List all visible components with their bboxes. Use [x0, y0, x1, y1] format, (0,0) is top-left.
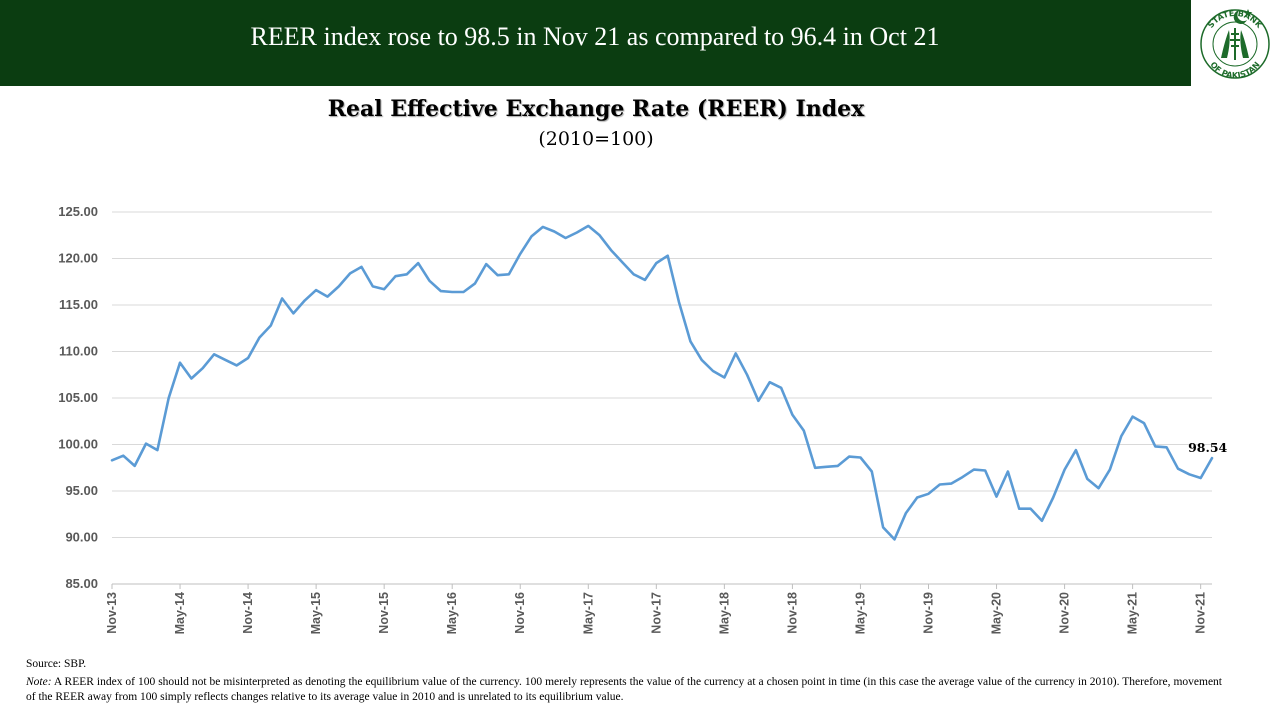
- y-tick-label: 85.00: [65, 576, 98, 591]
- x-tick-label: Nov-16: [513, 592, 527, 634]
- y-tick-label: 105.00: [58, 390, 98, 405]
- svg-text:OF PAKISTAN: OF PAKISTAN: [1208, 60, 1261, 80]
- note-text: A REER index of 100 should not be misint…: [26, 676, 1222, 703]
- x-tick-label: May-19: [853, 592, 867, 634]
- y-tick-labels: 85.00 90.00 95.00 100.00 105.00 110.00 115.00 1…: [58, 204, 98, 591]
- sbp-logo: STATE BANK OF PAKISTAN: [1191, 0, 1280, 86]
- x-tick-label: Nov-13: [105, 592, 119, 634]
- axes: [111, 583, 1212, 589]
- x-tick-label: Nov-20: [1058, 592, 1072, 634]
- x-tick-label: May-16: [445, 592, 459, 634]
- x-tick-label: Nov-21: [1194, 592, 1208, 634]
- x-tick-labels: Nov-13 May-14 Nov-14 May-15 Nov-15 May-16 Nov-…: [105, 592, 1208, 634]
- chart-subtitle: (2010=100): [538, 128, 654, 150]
- x-tick-label: May-17: [581, 592, 595, 634]
- headline: REER index rose to 98.5 in Nov 21 as com…: [250, 22, 940, 51]
- y-tick-label: 115.00: [59, 297, 98, 312]
- header-banner: REER index rose to 98.5 in Nov 21 as com…: [0, 0, 1280, 86]
- x-tick-label: Nov-15: [377, 592, 391, 634]
- series-layer: [110, 224, 1214, 541]
- y-tick-label: 120.00: [58, 251, 98, 266]
- x-tick-label: Nov-14: [241, 592, 255, 634]
- y-tick-label: 125.00: [58, 204, 98, 219]
- x-tick-label: Nov-18: [785, 592, 799, 634]
- x-tick-label: May-15: [309, 592, 323, 634]
- x-tick-label: Nov-19: [921, 592, 935, 634]
- y-tick-label: 90.00: [65, 530, 98, 545]
- x-tick-label: Nov-17: [649, 592, 663, 634]
- annotations: 98.54: [1188, 440, 1227, 455]
- y-tick-label: 100.00: [58, 437, 98, 452]
- sbp-seal-icon: STATE BANK OF PAKISTAN: [1200, 9, 1270, 80]
- logo-text-bottom: OF PAKISTAN: [1208, 60, 1261, 80]
- x-tick-label: May-20: [990, 592, 1004, 634]
- chart-title: Real Effective Exchange Rate (REER) Inde…: [327, 96, 865, 122]
- data-label-last: 98.54: [1188, 440, 1227, 455]
- reer-line-chart: 85.00 90.00 95.00 100.00 105.00 110.00 115.00 1…: [58, 204, 1227, 634]
- y-tick-label: 95.00: [65, 483, 98, 498]
- reer-series-line: [110, 224, 1214, 541]
- footnote: Note: A REER index of 100 should not be …: [26, 675, 1222, 705]
- x-tick-label: May-18: [717, 592, 731, 634]
- x-tick-label: May-21: [1126, 592, 1140, 634]
- y-tick-label: 110.00: [59, 344, 98, 359]
- source-note: Source: SBP.: [26, 658, 87, 670]
- x-tick-label: May-14: [173, 592, 187, 634]
- note-label: Note:: [26, 676, 52, 688]
